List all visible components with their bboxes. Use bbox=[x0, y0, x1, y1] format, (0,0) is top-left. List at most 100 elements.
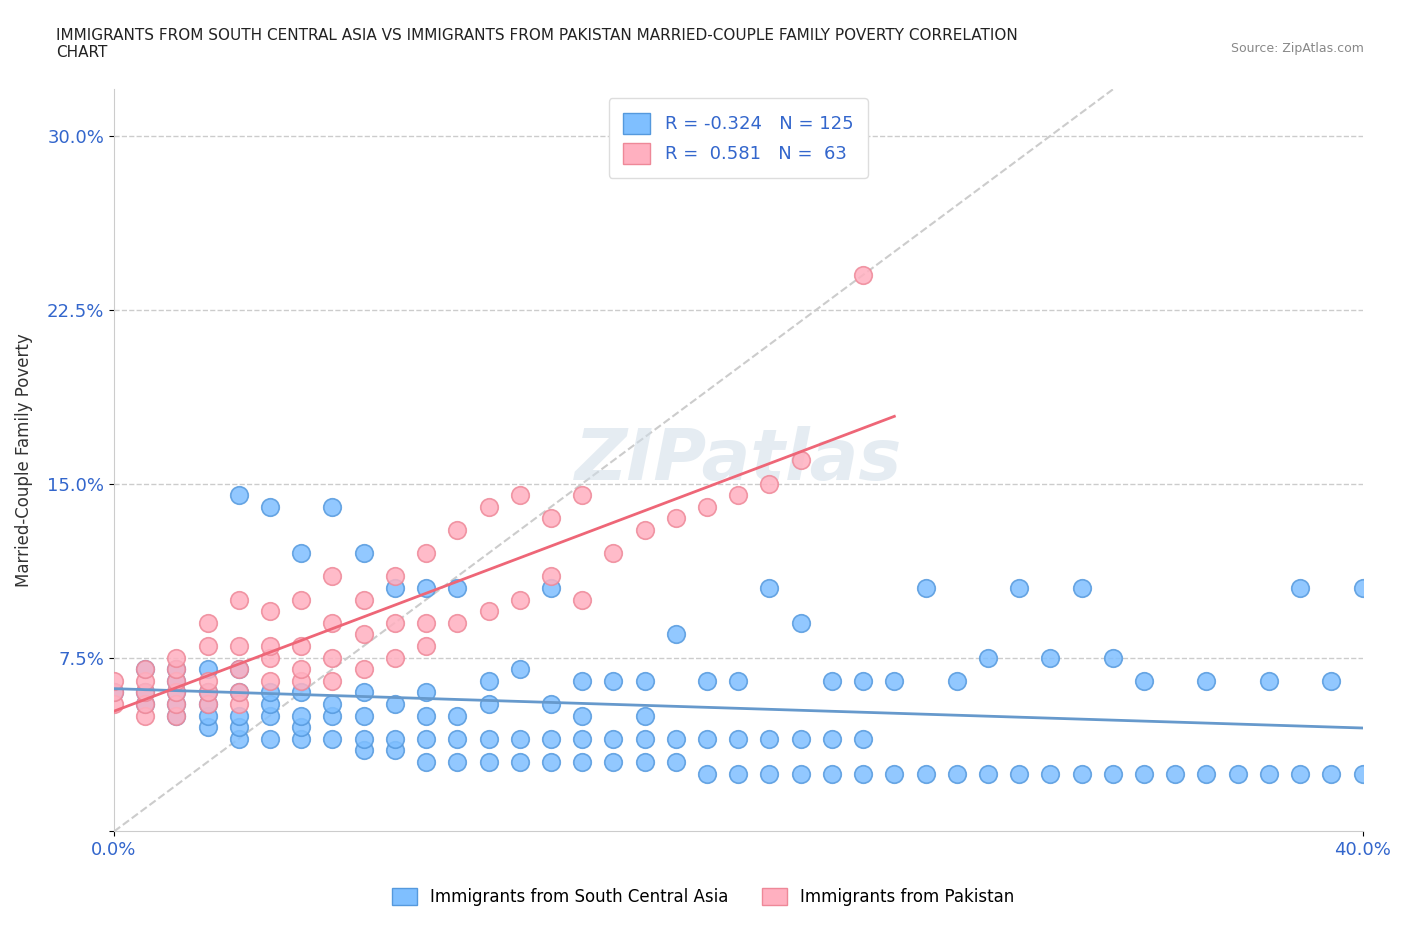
Point bbox=[290, 592, 312, 607]
Point bbox=[1351, 766, 1374, 781]
Point bbox=[665, 731, 688, 746]
Point bbox=[259, 708, 281, 723]
Point bbox=[197, 684, 219, 699]
Point bbox=[259, 650, 281, 665]
Point bbox=[665, 511, 688, 525]
Point bbox=[540, 511, 562, 525]
Point bbox=[321, 697, 343, 711]
Point bbox=[1039, 766, 1062, 781]
Point bbox=[197, 673, 219, 688]
Point bbox=[1101, 650, 1123, 665]
Point bbox=[259, 604, 281, 618]
Point bbox=[134, 697, 156, 711]
Point bbox=[571, 592, 593, 607]
Point bbox=[290, 731, 312, 746]
Point bbox=[134, 697, 156, 711]
Point bbox=[353, 592, 375, 607]
Point bbox=[977, 766, 1000, 781]
Point bbox=[571, 487, 593, 502]
Point bbox=[509, 731, 531, 746]
Point bbox=[165, 673, 187, 688]
Point bbox=[103, 673, 125, 688]
Point bbox=[228, 708, 250, 723]
Point bbox=[321, 673, 343, 688]
Point bbox=[1133, 673, 1156, 688]
Point bbox=[228, 639, 250, 654]
Point bbox=[633, 708, 655, 723]
Point bbox=[1226, 766, 1249, 781]
Point bbox=[1195, 673, 1218, 688]
Point bbox=[540, 731, 562, 746]
Point bbox=[290, 673, 312, 688]
Point bbox=[477, 499, 499, 514]
Point bbox=[540, 580, 562, 595]
Point bbox=[758, 731, 780, 746]
Point bbox=[571, 731, 593, 746]
Point bbox=[540, 754, 562, 769]
Point bbox=[477, 604, 499, 618]
Point bbox=[914, 580, 936, 595]
Point bbox=[509, 592, 531, 607]
Point bbox=[384, 743, 406, 758]
Point bbox=[571, 708, 593, 723]
Point bbox=[789, 453, 811, 468]
Point bbox=[321, 650, 343, 665]
Point bbox=[789, 766, 811, 781]
Point bbox=[197, 708, 219, 723]
Point bbox=[290, 546, 312, 561]
Point bbox=[883, 766, 905, 781]
Point bbox=[321, 616, 343, 631]
Point bbox=[228, 662, 250, 677]
Point bbox=[415, 754, 437, 769]
Point bbox=[165, 673, 187, 688]
Point bbox=[571, 673, 593, 688]
Point bbox=[384, 650, 406, 665]
Point bbox=[197, 662, 219, 677]
Point bbox=[353, 662, 375, 677]
Point bbox=[384, 697, 406, 711]
Point bbox=[977, 650, 1000, 665]
Point bbox=[353, 708, 375, 723]
Point bbox=[1320, 673, 1343, 688]
Point bbox=[1258, 673, 1281, 688]
Point bbox=[821, 766, 844, 781]
Point bbox=[1320, 766, 1343, 781]
Legend: R = -0.324   N = 125, R =  0.581   N =  63: R = -0.324 N = 125, R = 0.581 N = 63 bbox=[609, 99, 868, 178]
Point bbox=[696, 731, 718, 746]
Point bbox=[384, 580, 406, 595]
Point bbox=[384, 731, 406, 746]
Point bbox=[103, 697, 125, 711]
Point bbox=[259, 684, 281, 699]
Point bbox=[228, 487, 250, 502]
Point bbox=[1008, 766, 1031, 781]
Point bbox=[852, 268, 875, 283]
Point bbox=[727, 766, 749, 781]
Point bbox=[134, 684, 156, 699]
Point bbox=[321, 499, 343, 514]
Point bbox=[384, 616, 406, 631]
Point bbox=[633, 673, 655, 688]
Point bbox=[165, 684, 187, 699]
Point bbox=[727, 487, 749, 502]
Point bbox=[415, 546, 437, 561]
Text: Source: ZipAtlas.com: Source: ZipAtlas.com bbox=[1230, 42, 1364, 55]
Point bbox=[945, 766, 967, 781]
Point bbox=[446, 523, 468, 538]
Point bbox=[540, 697, 562, 711]
Point bbox=[415, 580, 437, 595]
Point bbox=[353, 546, 375, 561]
Point bbox=[477, 754, 499, 769]
Point bbox=[353, 731, 375, 746]
Point bbox=[1258, 766, 1281, 781]
Point bbox=[540, 569, 562, 584]
Point bbox=[353, 743, 375, 758]
Point bbox=[228, 720, 250, 735]
Point bbox=[914, 766, 936, 781]
Point bbox=[197, 697, 219, 711]
Point bbox=[758, 766, 780, 781]
Point bbox=[384, 569, 406, 584]
Point bbox=[103, 684, 125, 699]
Point bbox=[228, 662, 250, 677]
Point bbox=[228, 684, 250, 699]
Point bbox=[228, 684, 250, 699]
